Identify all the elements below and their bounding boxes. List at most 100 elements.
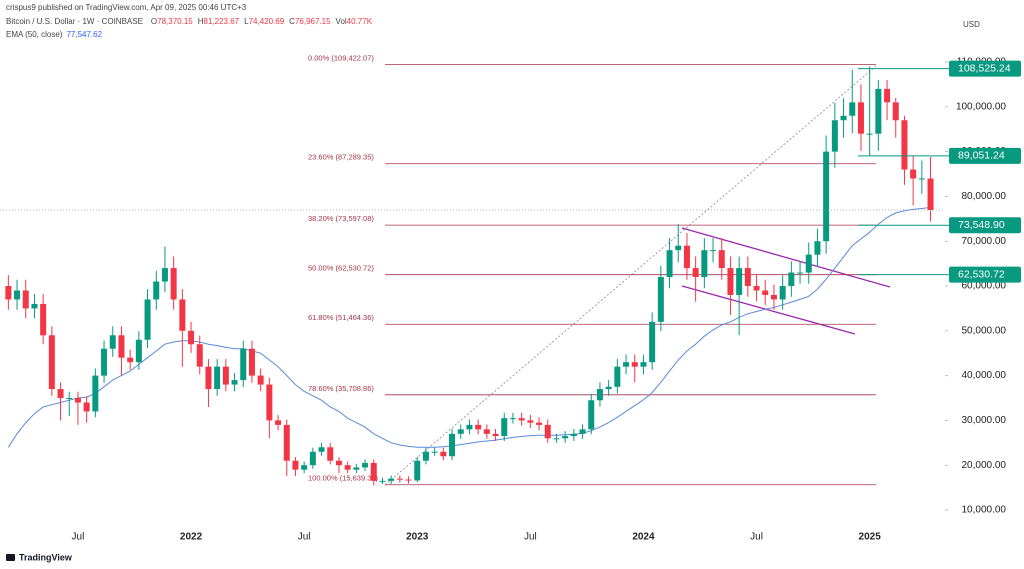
symbol: Bitcoin / U.S. Dollar · 1W · COINBASE [6,17,143,26]
x-tick-label: 2023 [406,532,429,543]
candle-body [596,389,603,401]
candle-body [823,151,830,242]
fib-label: 0.00% (109,422.07) [308,54,374,63]
candle-body [240,348,247,381]
candle-body [370,462,377,481]
candle-body [640,362,647,367]
candle-body [388,478,395,481]
x-tick-label: Jul [72,532,85,543]
candle-body [579,429,586,434]
fib-label: 100.00% (15,639.37) [308,474,379,483]
candle-body [666,250,673,278]
candle-body [631,362,638,367]
candle-body [309,451,316,466]
fib-label: 38.20% (73,597.08) [308,214,374,223]
candle-body [840,115,847,121]
candle-body [927,178,934,210]
candle-body [875,88,882,134]
candle-body [509,418,516,420]
candle-body [657,277,664,322]
y-tick-label: 10,000.00 [962,505,1007,516]
candle-body [31,303,38,309]
candle-body [570,433,577,437]
candle-body [483,429,490,434]
candle-body [57,389,64,398]
candle-body [414,460,421,481]
candle-body [266,384,273,421]
candle-body [344,465,351,470]
brand-logo: TradingView [6,552,73,562]
candle-body [248,348,255,376]
y-tick-label: 50,000.00 [962,325,1007,336]
candle-body [22,290,29,309]
candle-body [83,402,90,412]
candle-body [335,460,342,466]
candle-body [196,344,203,367]
ema-value: 77,547.62 [66,30,102,39]
candle-body [588,400,595,430]
fib-label: 78.60% (35,708.86) [308,384,374,393]
candle-body [501,418,508,437]
candle-body [884,88,891,103]
candle-body [857,102,864,134]
published-text: crispus9 published on TradingView.com, A… [6,3,247,12]
candle-body [918,178,925,180]
candle-body [683,245,690,269]
candle-body [797,272,804,274]
candle-body [153,281,160,300]
candle-body [849,102,856,116]
candle-body [527,420,534,423]
candle-body [457,429,464,434]
ohlc-key: Vol [336,17,347,26]
candle-body [214,366,221,390]
ema-line [7,206,931,448]
candle-body [431,451,438,453]
candle-body [701,250,708,278]
candle-body [40,303,47,336]
brand: TradingView [19,552,73,562]
candle-body [161,268,168,282]
y-tick-label: 100,000.00 [956,101,1006,112]
candle-body [5,286,12,300]
candle-body [257,375,264,385]
candle-body [866,133,873,135]
candle-body [788,272,795,287]
candle-body [422,451,429,461]
candle-body [910,169,917,179]
channel-lower [681,285,856,335]
ohlc-key: H [198,17,204,26]
y-tick-label: 30,000.00 [962,415,1007,426]
y-tick-label: 20,000.00 [962,460,1007,471]
ohlc-key: C [289,17,295,26]
candle-body [744,268,751,287]
candle-body [405,479,412,481]
fib-label: 50.00% (62,530.72) [308,264,374,273]
x-tick-label: 2024 [632,532,655,543]
ohlc-value: 78,370.15 [157,17,193,26]
price-tag [949,266,1021,283]
candle-body [605,386,612,390]
currency: USD [963,20,980,29]
candle-body [736,268,743,295]
candle-body [188,330,195,345]
price-tag-label: 73,548.90 [958,219,1005,231]
candle-body [475,424,482,430]
price-tag-label: 89,051.24 [958,150,1005,162]
candle-body [692,268,699,278]
ema-name: EMA (50, close) [6,30,63,39]
candle-body [492,433,499,437]
candle-body [779,286,786,300]
candle-body [379,480,386,482]
candle-body [353,467,360,470]
ohlc-value: 76,967.15 [295,17,331,26]
candle-body [614,366,621,387]
candle-body [66,397,73,399]
candle-body [762,290,769,295]
candle-body [327,447,334,461]
ohlc-value: 81,223.67 [204,17,240,26]
candle-body [283,424,290,461]
candle-body [536,422,543,425]
price-tag [949,60,1021,77]
candle-body [127,357,134,363]
candle-body [753,286,760,291]
